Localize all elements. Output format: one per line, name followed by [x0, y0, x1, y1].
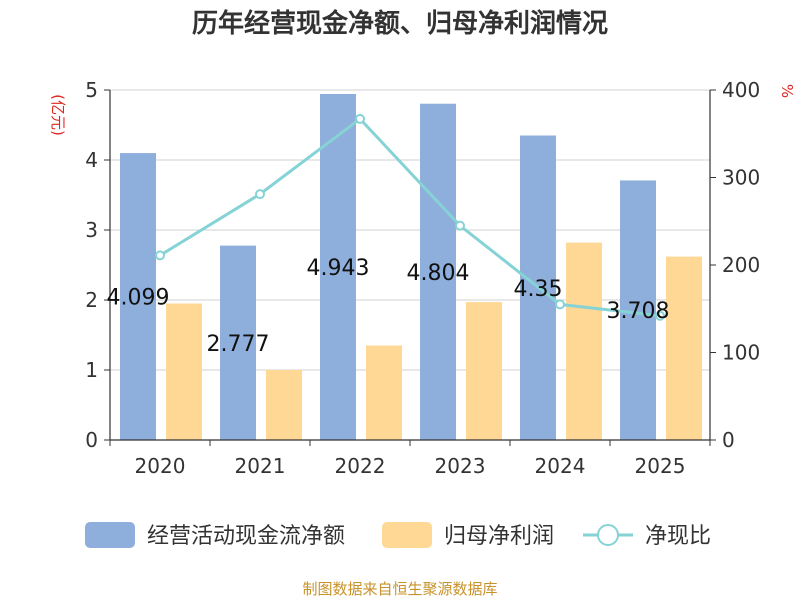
ratio-line-path: [159, 116, 661, 318]
x-tick-label: 2022: [335, 454, 386, 478]
left-axis-unit: (亿元): [49, 94, 67, 136]
cashflow-value-label: 4.804: [407, 261, 470, 286]
source-note: 制图数据来自恒生聚源数据库: [302, 580, 497, 598]
left-tick-label: 2: [85, 288, 98, 312]
cashflow-value-label: 4.943: [307, 256, 370, 281]
profit-bar: [166, 303, 202, 440]
ratio-point: [155, 250, 165, 261]
x-tick-label: 2023: [435, 454, 486, 478]
profit-bar: [366, 345, 402, 440]
profit-bar: [566, 242, 602, 440]
ratio-point: [655, 310, 665, 321]
legend-swatch: [382, 522, 432, 548]
cashflow-bar: [420, 103, 456, 440]
legend-swatch: [85, 522, 135, 548]
right-tick-label: 0: [722, 428, 735, 452]
cashflow-value-label: 4.099: [107, 286, 170, 311]
x-tick-label: 2024: [535, 454, 586, 478]
left-tick-label: 4: [85, 148, 98, 172]
cashflow-value-label: 3.708: [607, 299, 670, 324]
left-tick-label: 3: [85, 218, 98, 242]
ratio-line: [155, 113, 665, 321]
right-axis-unit: %: [778, 84, 796, 98]
ratio-point: [355, 113, 365, 124]
left-tick-label: 1: [85, 358, 98, 382]
bars: [120, 93, 702, 441]
chart-title: 历年经营现金净额、归母净利润情况: [192, 8, 608, 39]
cashflow-bar: [620, 180, 656, 440]
right-tick-label: 300: [722, 166, 760, 190]
ratio-point: [555, 299, 565, 310]
profit-bar: [666, 256, 702, 440]
legend-label: 净现比: [645, 524, 711, 549]
profit-bar: [266, 370, 302, 440]
right-tick-label: 200: [722, 253, 760, 277]
legend-label: 归母净利润: [444, 524, 554, 549]
legend: 经营活动现金流净额 归母净利润 净现比: [85, 522, 711, 549]
gridlines: [110, 89, 710, 371]
cashflow-value-label: 2.777: [207, 332, 270, 357]
left-tick-label: 0: [85, 428, 98, 452]
ratio-point: [455, 220, 465, 231]
x-tick-label: 2021: [235, 454, 286, 478]
axes: 0 1 2 3 4 5 0 100 200 300 400 2020 2021 2022 2023 2024 2…: [85, 78, 760, 478]
legend-swatch-marker: [597, 524, 619, 546]
cashflow-bar: [320, 93, 356, 441]
left-tick-label: 5: [85, 78, 98, 102]
legend-label: 经营活动现金流净额: [147, 524, 345, 549]
x-tick-label: 2020: [135, 454, 186, 478]
right-tick-label: 400: [722, 78, 760, 102]
cashflow-bar: [220, 245, 256, 440]
ratio-point: [255, 189, 265, 200]
cashflow-bar: [120, 153, 156, 440]
data-labels: 4.099 2.777 4.943 4.804 4.35 3.708: [107, 256, 670, 357]
cashflow-value-label: 4.35: [514, 277, 563, 302]
profit-bar: [466, 302, 502, 440]
right-tick-label: 100: [722, 341, 760, 365]
x-tick-label: 2025: [635, 454, 686, 478]
